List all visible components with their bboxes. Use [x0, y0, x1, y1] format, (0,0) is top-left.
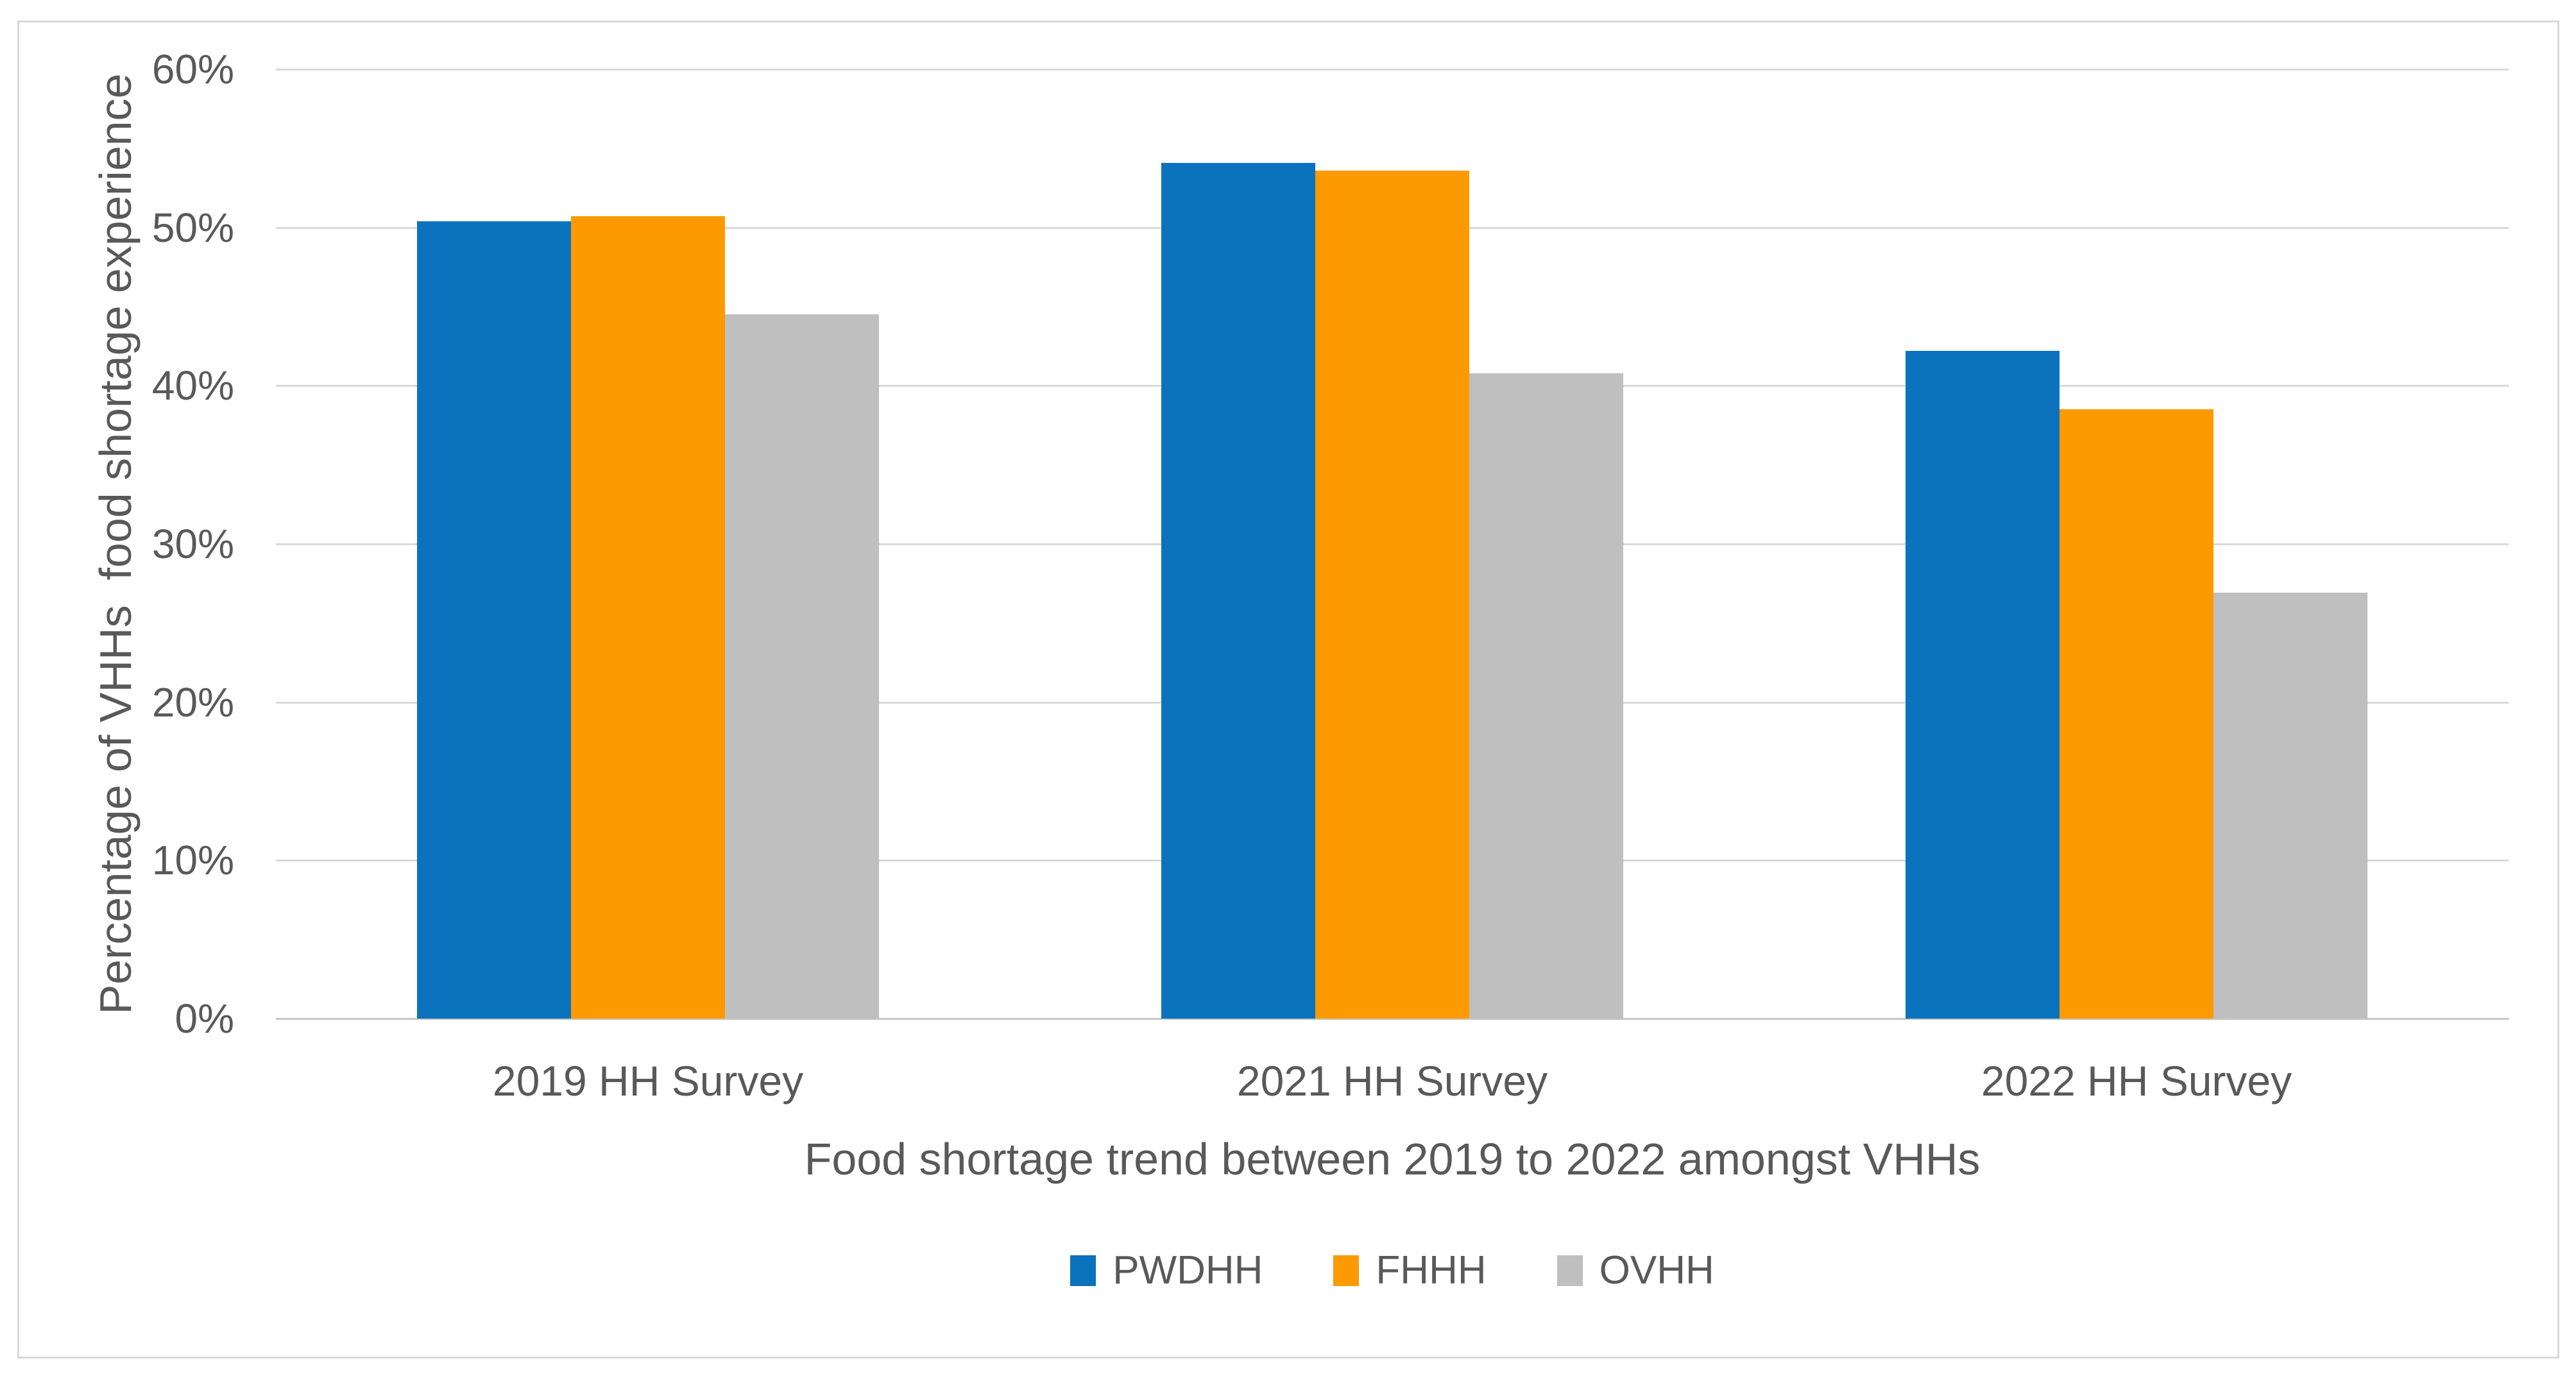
legend-item-ovhh: OVHH: [1557, 1251, 1714, 1291]
category-label: 2021 HH Survey: [1236, 1057, 1548, 1105]
bar-fhhh-2022-hh-survey: [2060, 409, 2213, 1019]
y-tick-label: 60%: [151, 46, 234, 92]
y-tick-label: 50%: [151, 204, 234, 251]
x-axis-line: [276, 1018, 2509, 1020]
bar-pwdhh-2019-hh-survey: [417, 221, 571, 1019]
legend-label: PWDHH: [1113, 1248, 1263, 1292]
bar-groups: [276, 69, 2509, 1019]
bar-group-2022-hh-survey: [1764, 69, 2509, 1019]
legend-item-fhhh: FHHH: [1333, 1248, 1487, 1292]
y-tick-label: 40%: [151, 362, 234, 409]
legend-label: OVHH: [1599, 1248, 1714, 1292]
bar-ovhh-2019-hh-survey: [725, 314, 879, 1019]
x-axis-category-labels: 2019 HH Survey 2021 HH Survey 2022 HH Surv…: [276, 1056, 2509, 1105]
legend-swatch-icon: [1333, 1255, 1360, 1286]
legend-swatch-icon: [1557, 1255, 1583, 1286]
bar-fhhh-2021-hh-survey: [1315, 170, 1469, 1019]
legend-item-pwdhh: PWDHH: [1070, 1251, 1263, 1291]
bar-fhhh-2019-hh-survey: [571, 216, 725, 1019]
legend-swatch-icon: [1070, 1255, 1096, 1286]
legend: PWDHH FHHH OVHH: [276, 1251, 2509, 1291]
y-tick-label: 0%: [175, 996, 235, 1042]
plot-area: [276, 69, 2509, 1020]
bar-ovhh-2021-hh-survey: [1469, 373, 1623, 1019]
bar-pwdhh-2022-hh-survey: [1906, 351, 2060, 1019]
bar-group-2019-hh-survey: [276, 69, 1020, 1019]
category-label: 2019 HH Survey: [492, 1057, 804, 1105]
bar-ovhh-2022-hh-survey: [2213, 593, 2367, 1019]
bar-pwdhh-2021-hh-survey: [1161, 162, 1315, 1019]
y-tick-label: 20%: [151, 679, 234, 725]
legend-label: FHHH: [1376, 1248, 1487, 1292]
category-label: 2022 HH Survey: [1981, 1057, 2292, 1105]
chart-frame: Percentage of VHHs food shortage experie…: [17, 21, 2559, 1359]
bar-group-2021-hh-survey: [1020, 69, 1764, 1019]
y-axis-tick-labels: 0% 10% 20% 30% 40% 50% 60%: [58, 49, 234, 1039]
x-axis-title: Food shortage trend between 2019 to 2022…: [804, 1134, 1981, 1184]
gridline: [276, 69, 2509, 71]
y-tick-label: 30%: [151, 521, 234, 567]
y-tick-label: 10%: [151, 837, 234, 884]
